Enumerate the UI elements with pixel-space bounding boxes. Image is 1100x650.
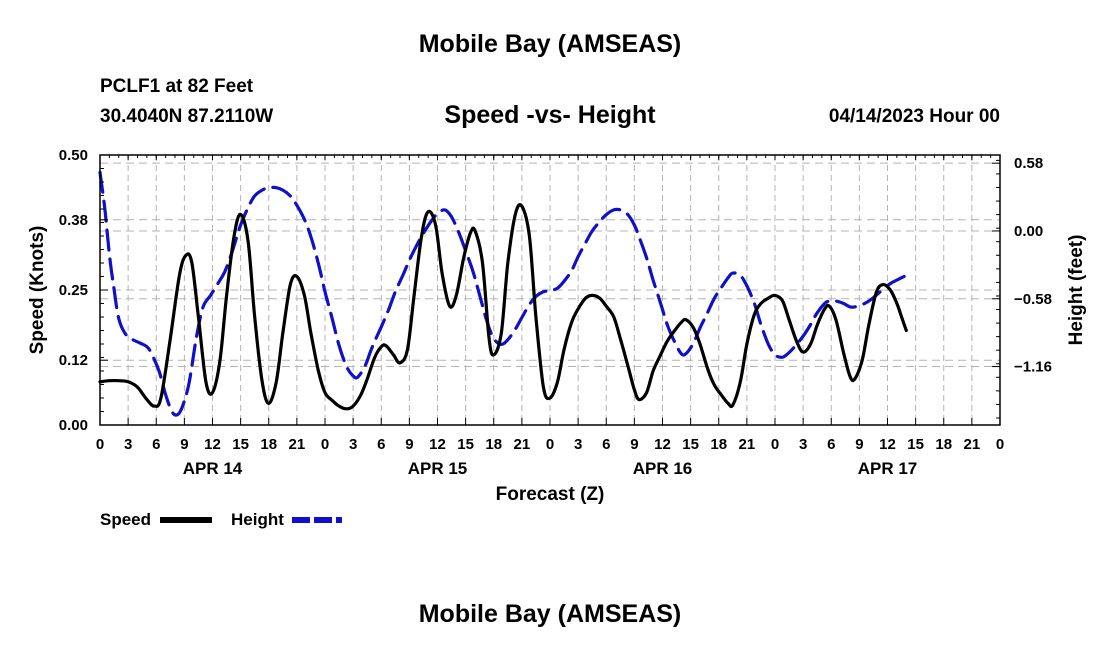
x-tick-label: 12 xyxy=(429,436,446,453)
y-axis-label: Speed (Knots) xyxy=(27,226,48,355)
x-tick-label: 12 xyxy=(654,436,671,453)
x-tick-label: 15 xyxy=(457,436,474,453)
legend-label-speed: Speed xyxy=(100,510,151,529)
x-tick-label: 15 xyxy=(682,436,699,453)
x-tick-label: 21 xyxy=(514,436,531,453)
x-tick-label: 15 xyxy=(232,436,249,453)
x-tick-label: 12 xyxy=(879,436,896,453)
coordinates-label: 30.4040N 87.2110W xyxy=(100,106,274,127)
height-series-line xyxy=(98,170,908,417)
x-tick-label: 18 xyxy=(260,436,277,453)
x-tick-label: 3 xyxy=(799,436,807,453)
x-tick-label: 6 xyxy=(602,436,610,453)
x-tick-label: 9 xyxy=(405,436,413,453)
y2-tick-label: −0.58 xyxy=(1014,291,1052,308)
x-tick-label: 21 xyxy=(289,436,306,453)
y-tick-label: 0.38 xyxy=(59,212,88,229)
grid xyxy=(100,155,1000,425)
x-tick-label: 3 xyxy=(349,436,357,453)
day-label: APR 14 xyxy=(183,459,243,478)
x-tick-label: 18 xyxy=(935,436,952,453)
x-tick-label: 18 xyxy=(710,436,727,453)
x-tick-label: 6 xyxy=(152,436,160,453)
x-axis-label: Forecast (Z) xyxy=(496,484,605,505)
x-tick-label: 0 xyxy=(321,436,329,453)
x-tick-label: 15 xyxy=(907,436,924,453)
x-tick-label: 0 xyxy=(546,436,554,453)
y2-tick-label: 0.00 xyxy=(1014,223,1043,240)
forecast-datetime: 04/14/2023 Hour 00 xyxy=(828,106,1000,127)
chart-title: Mobile Bay (AMSEAS) xyxy=(418,30,682,58)
y2-tick-label: −1.16 xyxy=(1014,359,1052,376)
chart-title-bottom: Mobile Bay (AMSEAS) xyxy=(418,600,682,628)
station-label: PCLF1 at 82 Feet xyxy=(100,76,254,97)
x-tick-label: 18 xyxy=(485,436,502,453)
y-tick-label: 0.50 xyxy=(59,147,88,164)
x-tick-label: 9 xyxy=(855,436,863,453)
x-tick-label: 21 xyxy=(964,436,981,453)
axes: 0 3 6 9 12 15 18 21 0 3 6 9 12 15 18 21 0 3 6 9 12 15 18 21 0 3 6 9… xyxy=(59,147,1052,478)
x-tick-label: 3 xyxy=(574,436,582,453)
y-tick-label: 0.25 xyxy=(59,282,88,299)
x-tick-label: 6 xyxy=(827,436,835,453)
x-tick-label: 0 xyxy=(771,436,779,453)
day-label: APR 15 xyxy=(408,459,468,478)
y-tick-label: 0.12 xyxy=(59,352,88,369)
x-tick-label: 3 xyxy=(124,436,132,453)
series xyxy=(98,170,908,417)
x-tick-label: 9 xyxy=(630,436,638,453)
x-tick-label: 9 xyxy=(180,436,188,453)
x-tick-label: 21 xyxy=(739,436,756,453)
y-tick-label: 0.00 xyxy=(59,417,88,434)
day-label: APR 16 xyxy=(633,459,693,478)
legend-label-height: Height xyxy=(231,510,284,529)
y2-axis-label: Height (feet) xyxy=(1066,235,1087,346)
x-tick-label: 0 xyxy=(96,436,104,453)
speed-series-line xyxy=(98,203,908,411)
x-tick-label: 0 xyxy=(996,436,1004,453)
day-label: APR 17 xyxy=(858,459,918,478)
x-tick-label: 6 xyxy=(377,436,385,453)
chart-subtitle: Speed -vs- Height xyxy=(444,101,656,129)
legend: Speed Height xyxy=(100,510,342,529)
x-tick-label: 12 xyxy=(204,436,221,453)
y2-tick-label: 0.58 xyxy=(1014,155,1043,172)
